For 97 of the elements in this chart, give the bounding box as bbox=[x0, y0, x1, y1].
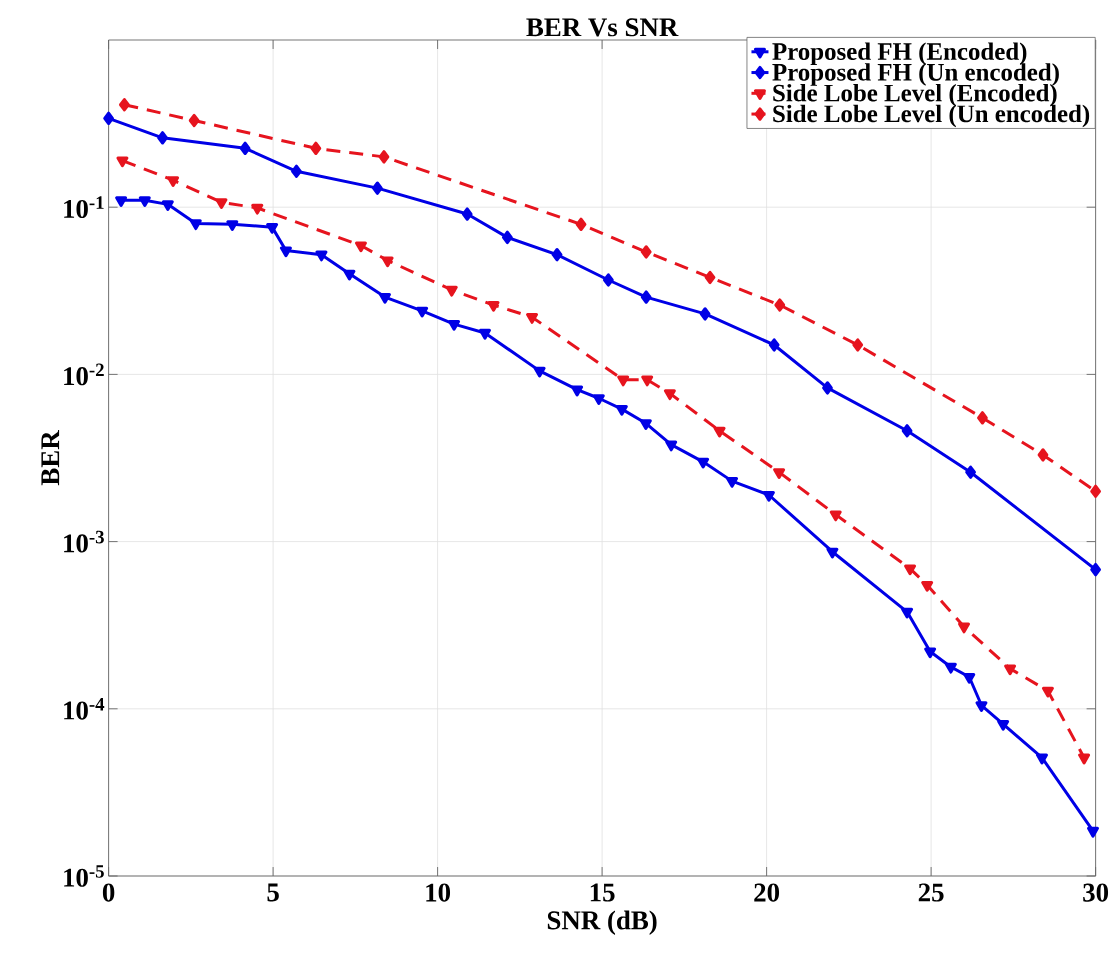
point bbox=[640, 290, 652, 304]
point bbox=[617, 375, 630, 387]
point bbox=[445, 285, 458, 297]
point bbox=[266, 223, 279, 234]
x-tick-label: 25 bbox=[918, 883, 944, 902]
point bbox=[704, 270, 716, 285]
point bbox=[372, 181, 383, 195]
x-tick-label: 10 bbox=[426, 883, 451, 902]
x-tick-label: 30 bbox=[1083, 883, 1109, 902]
point bbox=[1078, 753, 1091, 765]
point bbox=[226, 220, 239, 232]
point bbox=[461, 207, 473, 221]
point bbox=[958, 622, 970, 634]
point bbox=[975, 701, 988, 712]
point bbox=[189, 219, 202, 231]
point bbox=[774, 298, 786, 312]
point bbox=[699, 307, 711, 321]
point bbox=[571, 385, 584, 397]
point bbox=[901, 607, 914, 619]
point bbox=[378, 293, 391, 304]
point bbox=[575, 217, 587, 232]
point bbox=[997, 720, 1010, 731]
point bbox=[501, 230, 513, 245]
y-tick-label: 10$^{-5}$ bbox=[64, 865, 104, 887]
point bbox=[315, 250, 328, 262]
y-tick-label: 10$^{-1}$ bbox=[64, 196, 104, 219]
point bbox=[904, 564, 917, 576]
point bbox=[852, 338, 864, 352]
point bbox=[551, 248, 563, 262]
point bbox=[138, 196, 151, 207]
point bbox=[944, 662, 957, 674]
point bbox=[924, 647, 937, 659]
x-axis-title: SNR (dB) bbox=[547, 910, 657, 935]
point bbox=[665, 440, 678, 452]
point bbox=[641, 375, 654, 387]
y-tick-label: 10$^{-2}$ bbox=[64, 363, 104, 386]
point bbox=[526, 313, 539, 324]
point bbox=[963, 672, 976, 684]
point bbox=[1090, 562, 1101, 577]
point bbox=[773, 468, 786, 479]
point bbox=[161, 200, 174, 212]
point bbox=[697, 457, 710, 469]
x-tick-label: 15 bbox=[590, 883, 615, 902]
point bbox=[354, 241, 367, 253]
chart-title: BER Vs SNR bbox=[526, 18, 679, 37]
point bbox=[479, 328, 491, 340]
point bbox=[215, 198, 228, 209]
point bbox=[1004, 664, 1017, 676]
legend-label: Proposed FH (Un encoded) bbox=[772, 63, 1059, 86]
point bbox=[448, 319, 461, 331]
point bbox=[921, 580, 934, 592]
point bbox=[291, 164, 302, 178]
x-tick-label: 20 bbox=[754, 883, 780, 902]
point bbox=[1036, 753, 1048, 765]
point bbox=[1090, 484, 1101, 498]
point bbox=[639, 419, 652, 430]
point bbox=[279, 246, 292, 258]
point bbox=[167, 176, 180, 187]
point bbox=[901, 424, 913, 438]
point bbox=[116, 156, 129, 168]
point bbox=[826, 547, 839, 559]
point bbox=[965, 465, 976, 479]
point bbox=[188, 113, 200, 128]
point bbox=[487, 300, 500, 312]
x-tick-label: 5 bbox=[267, 883, 279, 902]
point bbox=[1087, 826, 1099, 838]
point bbox=[416, 306, 429, 318]
point bbox=[663, 389, 676, 401]
point bbox=[381, 256, 394, 268]
point bbox=[310, 141, 322, 155]
legend-label: Proposed FH (Encoded) bbox=[772, 42, 1027, 65]
point bbox=[251, 203, 264, 215]
point bbox=[1041, 686, 1054, 698]
point bbox=[726, 477, 739, 488]
point bbox=[343, 269, 356, 281]
point bbox=[592, 394, 605, 405]
point bbox=[762, 490, 775, 502]
point bbox=[602, 273, 614, 287]
y-tick-label: 10$^{-4}$ bbox=[64, 697, 105, 720]
y-tick-label: 10$^{-3}$ bbox=[64, 530, 104, 553]
point bbox=[378, 150, 390, 164]
point bbox=[157, 131, 168, 145]
y-axis-title: BER bbox=[41, 430, 60, 486]
point bbox=[977, 411, 988, 425]
point bbox=[768, 338, 780, 352]
point bbox=[115, 196, 128, 207]
point bbox=[1037, 448, 1049, 462]
point bbox=[615, 405, 628, 416]
point bbox=[239, 141, 251, 155]
point bbox=[533, 366, 546, 378]
point bbox=[829, 510, 842, 522]
point bbox=[822, 381, 833, 395]
point bbox=[119, 98, 130, 112]
point bbox=[640, 245, 652, 259]
point bbox=[103, 111, 114, 126]
x-tick-label: 0 bbox=[102, 883, 115, 902]
point bbox=[713, 426, 726, 438]
